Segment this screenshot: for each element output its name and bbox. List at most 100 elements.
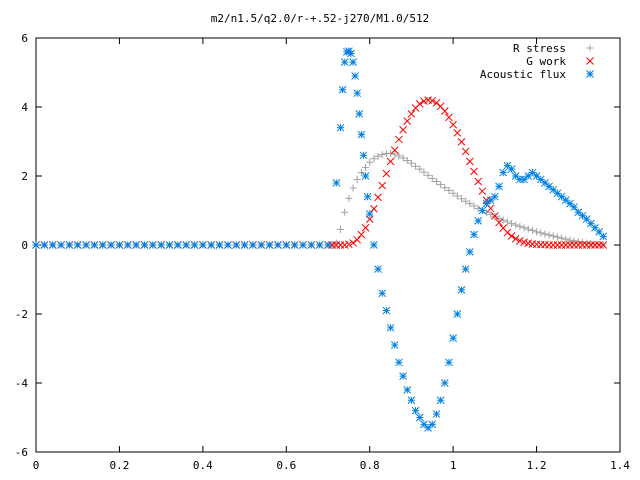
data-point xyxy=(424,423,432,432)
data-point xyxy=(357,130,366,139)
data-point xyxy=(420,168,428,176)
x-tick-label: 0.8 xyxy=(360,459,380,472)
data-point xyxy=(495,218,503,227)
data-point xyxy=(382,306,391,315)
data-point xyxy=(274,241,282,249)
y-tick-label: -6 xyxy=(15,446,28,459)
legend-label: Acoustic flux xyxy=(480,68,566,81)
data-point xyxy=(82,241,90,249)
series-layer xyxy=(32,47,608,432)
data-point xyxy=(432,410,441,418)
data-point xyxy=(524,172,533,180)
data-point xyxy=(507,165,516,173)
data-point xyxy=(157,241,165,249)
data-point xyxy=(361,172,370,180)
data-point xyxy=(341,208,349,216)
data-point xyxy=(345,240,353,249)
data-point xyxy=(599,241,608,249)
data-point xyxy=(366,158,374,166)
data-point xyxy=(508,220,516,228)
data-point xyxy=(412,162,420,170)
data-point xyxy=(528,168,537,177)
data-point xyxy=(557,192,566,201)
data-point xyxy=(420,420,428,429)
y-axis: -6 -4 -2 0 2 4 6 xyxy=(15,32,620,459)
data-point xyxy=(453,310,462,318)
data-point xyxy=(332,179,341,187)
data-point xyxy=(353,235,362,244)
data-point xyxy=(436,396,445,405)
x-tick-label: 1.4 xyxy=(610,459,630,472)
data-point xyxy=(532,172,541,180)
data-point xyxy=(403,156,411,164)
data-point xyxy=(374,193,382,202)
data-point xyxy=(553,189,562,198)
data-point xyxy=(470,202,478,210)
data-point xyxy=(507,232,516,240)
data-point xyxy=(424,171,432,179)
data-point xyxy=(512,221,520,229)
data-point xyxy=(541,230,549,238)
data-point xyxy=(265,241,274,249)
y-tick-label: -2 xyxy=(15,308,28,321)
data-point xyxy=(416,165,424,173)
data-point xyxy=(461,265,470,274)
data-point xyxy=(362,163,370,171)
data-point xyxy=(411,406,420,415)
data-point xyxy=(353,175,361,183)
data-point xyxy=(382,169,391,178)
data-point xyxy=(558,234,566,242)
data-point xyxy=(415,413,424,422)
data-point xyxy=(132,241,140,249)
data-point xyxy=(566,199,574,208)
data-point xyxy=(553,233,561,241)
data-point xyxy=(449,334,457,343)
data-point xyxy=(182,241,191,249)
data-point xyxy=(561,196,570,205)
data-point xyxy=(428,420,437,429)
y-tick-label: 6 xyxy=(21,32,28,45)
data-point xyxy=(123,241,132,249)
data-point xyxy=(482,199,491,208)
data-point xyxy=(351,72,359,80)
data-point xyxy=(98,241,107,249)
data-point xyxy=(470,230,478,239)
data-point xyxy=(215,241,224,249)
data-point xyxy=(399,154,407,162)
data-point xyxy=(474,216,483,225)
data-point xyxy=(386,323,395,332)
data-point xyxy=(307,241,316,249)
y-tick-label: -4 xyxy=(15,377,29,390)
data-point xyxy=(391,150,399,158)
data-point xyxy=(359,151,368,160)
data-point xyxy=(457,285,466,294)
data-point xyxy=(445,113,453,122)
data-point xyxy=(599,232,608,241)
data-point xyxy=(486,196,495,205)
data-point xyxy=(566,236,574,244)
data-point xyxy=(570,203,578,211)
data-point xyxy=(395,358,403,367)
data-point xyxy=(387,150,395,158)
data-point xyxy=(290,241,299,249)
data-point xyxy=(190,241,199,249)
data-point xyxy=(503,218,511,226)
data-point xyxy=(349,184,357,192)
data-point xyxy=(386,157,395,166)
data-point xyxy=(336,123,345,132)
data-point xyxy=(115,241,124,249)
data-point xyxy=(378,181,387,190)
data-point xyxy=(462,197,470,205)
data-point xyxy=(428,96,437,105)
data-point xyxy=(461,147,470,156)
data-point xyxy=(361,223,370,232)
x-tick-label: 1.2 xyxy=(527,459,547,472)
data-point xyxy=(474,177,483,186)
data-point xyxy=(282,241,291,249)
data-point xyxy=(349,58,357,67)
data-point xyxy=(541,179,549,187)
data-point xyxy=(378,289,387,298)
y-tick-label: 0 xyxy=(21,239,28,252)
data-point xyxy=(257,241,266,249)
